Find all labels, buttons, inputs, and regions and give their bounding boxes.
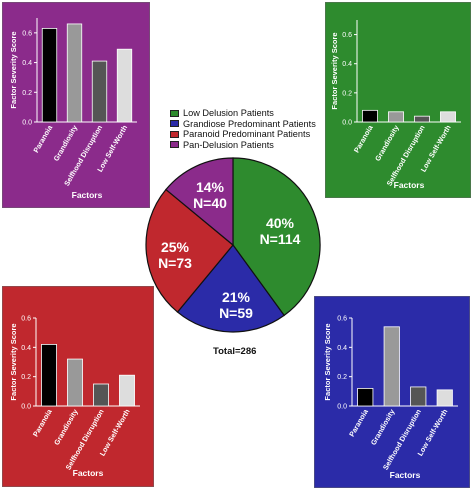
bar-panel-top-right: 0.0 0.2 0.4 0.6 Paranoia Grandiosity Selfhood … [325, 2, 471, 198]
y-tick-label: 0.6 [342, 32, 352, 39]
bar [383, 326, 400, 407]
y-tick-label: 0.0 [21, 404, 31, 411]
y-axis-label: Factor Severity Score [330, 32, 339, 109]
bar [66, 23, 83, 123]
legend-label: Grandiose Predominant Patients [183, 118, 316, 129]
y-tick-label: 0.0 [22, 120, 32, 127]
legend-item: Pan-Delusion Patients [170, 140, 316, 151]
bar-panel-top-left: 0.0 0.2 0.4 0.6 Paranoia Grandiosity Selfhood … [2, 2, 150, 208]
bar-chart-pan-delusion: 0.00.20.40.6ParanoiaGrandiositySelfhood … [2, 2, 150, 208]
pie-slice-percent: 14% [196, 179, 225, 195]
bar-chart-paranoid-predominant: 0.00.20.40.6ParanoiaGrandiositySelfhood … [2, 286, 154, 487]
y-axis-label: Factor Severity Score [9, 323, 18, 400]
y-tick-label: 0.6 [337, 316, 347, 323]
panel-background [325, 2, 471, 198]
bar [410, 386, 427, 407]
legend-label: Paranoid Predominant Patients [183, 129, 311, 140]
bar-chart-low-delusion: 0.00.20.40.6ParanoiaGrandiositySelfhood … [325, 2, 471, 198]
bar [93, 383, 109, 407]
y-tick-label: 0.0 [337, 404, 347, 411]
bar [119, 374, 135, 407]
bar [41, 27, 58, 123]
bar [388, 111, 404, 123]
bar [91, 60, 108, 123]
legend-label: Low Delusion Patients [183, 108, 274, 119]
legend-swatch [170, 109, 179, 117]
y-tick-label: 0.4 [342, 61, 352, 68]
y-axis-label: Factor Severity Score [323, 323, 332, 400]
pie-slice-count: N=114 [260, 231, 301, 247]
y-tick-label: 0.0 [342, 120, 352, 127]
y-tick-label: 0.6 [22, 30, 32, 37]
pie-slice [145, 188, 234, 313]
legend-swatch [170, 130, 179, 138]
bar [41, 344, 57, 407]
pie-slice [232, 157, 321, 317]
legend-label: Pan-Delusion Patients [183, 139, 274, 150]
x-axis-label: Factors [394, 180, 425, 190]
y-axis-label: Factor Severity Score [9, 31, 18, 108]
y-tick-label: 0.2 [337, 374, 347, 381]
pie-slice-count: N=73 [158, 255, 192, 271]
bar [440, 111, 456, 123]
y-tick-label: 0.2 [342, 90, 352, 97]
legend-swatch [170, 141, 179, 149]
y-tick-label: 0.2 [21, 374, 31, 381]
y-tick-label: 0.4 [22, 60, 32, 67]
pie-slice-percent: 25% [161, 239, 190, 255]
y-tick-label: 0.2 [22, 90, 32, 97]
bar [436, 389, 453, 407]
bar [362, 109, 378, 123]
y-tick-label: 0.4 [21, 345, 31, 352]
x-axis-label: Factors [390, 470, 421, 480]
pie-total: Total=286 [213, 346, 257, 357]
bar [414, 115, 430, 123]
y-tick-label: 0.6 [21, 316, 31, 323]
pie-slice [165, 157, 234, 247]
pie-slice [176, 244, 285, 333]
pie-slice-percent: 21% [222, 289, 251, 305]
pie-legend: Low Delusion Patients Grandiose Predomin… [170, 108, 316, 150]
pie-slice-count: N=59 [219, 305, 253, 321]
legend-item: Low Delusion Patients [170, 108, 316, 119]
x-axis-label: Factors [72, 190, 103, 200]
pie-slice-percent: 40% [266, 215, 295, 231]
bar-chart-grandiose-predominant: 0.00.20.40.6ParanoiaGrandiositySelfhood … [314, 296, 470, 488]
bar [357, 388, 374, 407]
bar [116, 48, 133, 123]
legend-item: Grandiose Predominant Patients [170, 119, 316, 130]
legend-swatch [170, 120, 179, 128]
bar-panel-bottom-left: 0.0 0.2 0.4 0.6 Paranoia Grandiosity Selfhood … [2, 286, 154, 487]
pie-slice-count: N=40 [193, 195, 227, 211]
bar-panel-bottom-right: 0.0 0.2 0.4 0.6 Paranoia Grandiosity Selfhood … [314, 296, 470, 488]
y-tick-label: 0.4 [337, 345, 347, 352]
legend-item: Paranoid Predominant Patients [170, 129, 316, 140]
bar [67, 358, 83, 407]
x-axis-label: Factors [73, 468, 104, 478]
